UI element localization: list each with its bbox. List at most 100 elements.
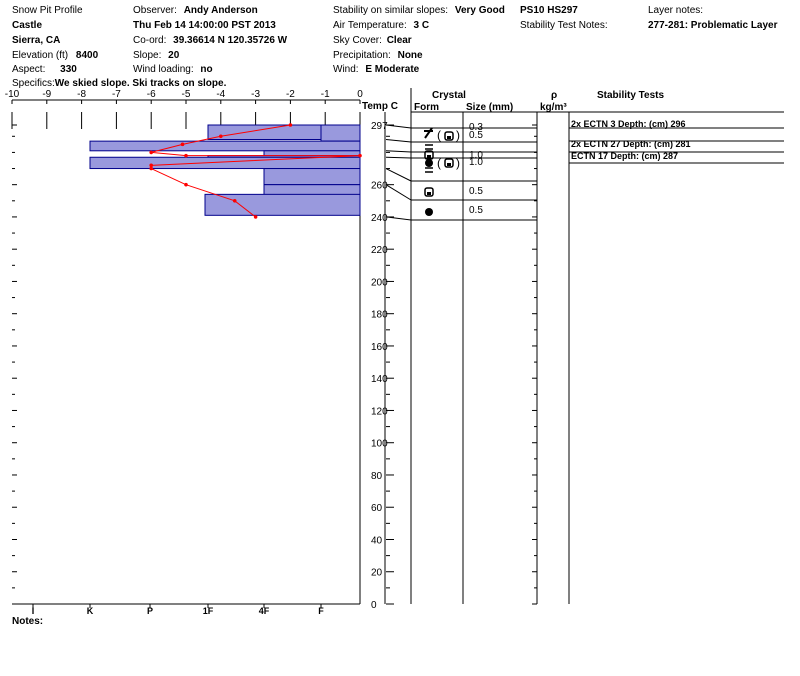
- observer-value: Andy Anderson: [183, 5, 258, 16]
- wind-label: Wind:: [333, 64, 359, 75]
- temperature-point: [149, 150, 153, 155]
- temperature-point: [184, 153, 188, 158]
- height-axis-tick-label: 40: [371, 535, 383, 546]
- crystal-size-value: 0.5: [469, 205, 483, 216]
- coordinates: Co-ord: 39.36614 N 120.35726 W: [133, 35, 287, 47]
- crystal-size-value: 0.5: [469, 186, 483, 197]
- wind-loading-label: Wind loading:: [133, 64, 194, 75]
- hardness-bar: [320, 124, 361, 142]
- rounded-grain-icon: [425, 208, 433, 216]
- aspect-value: 330: [60, 64, 77, 75]
- observer-label: Observer:: [133, 5, 177, 16]
- faceted-crystal-icon: [424, 187, 434, 197]
- wind-loading-value: no: [200, 64, 213, 75]
- elevation: Elevation (ft) 8400: [12, 50, 98, 62]
- pit-title: Snow Pit Profile: [12, 5, 83, 16]
- temperature-point: [358, 153, 362, 158]
- temp-axis-tick-label: -5: [182, 89, 191, 100]
- layer-connector: [385, 216, 412, 221]
- location: Castle: [12, 20, 43, 31]
- height-axis-tick-label: 240: [371, 213, 388, 224]
- hardness-bar: [263, 168, 361, 186]
- faceted-crystal-icon: [444, 131, 454, 141]
- crystal-size-value: 0.5: [469, 130, 483, 141]
- hardness-bar: [89, 140, 361, 152]
- layer-connector: [385, 124, 412, 129]
- sky-label: Sky Cover:: [333, 35, 382, 46]
- wind-loading: Wind loading: no: [133, 64, 213, 76]
- form-column-header: Form: [414, 102, 439, 113]
- air-temp-value: 3 C: [413, 20, 430, 31]
- precipitation: Precipitation: None: [333, 50, 423, 62]
- rho-column-header: ρ: [551, 90, 557, 101]
- sky-cover: Sky Cover: Clear: [333, 35, 412, 47]
- stability-value: Very Good: [454, 5, 505, 16]
- height-axis-tick-label: 180: [371, 310, 388, 321]
- temperature-point: [232, 199, 237, 203]
- temperature-point: [149, 166, 153, 171]
- paren-open-icon: (: [437, 128, 441, 142]
- layer-connector: [385, 150, 412, 153]
- slope-value: 20: [168, 50, 180, 61]
- faceted-crystal-icon: [444, 158, 454, 168]
- wind-value: E Moderate: [365, 64, 420, 75]
- crystal-size-value: 1.0: [469, 157, 483, 168]
- paren-close-icon: ): [456, 156, 460, 170]
- height-axis-tick-label: 160: [371, 342, 388, 353]
- layer-notes-label: Layer notes:: [648, 5, 704, 16]
- stability-similar: Stability on similar slopes: Very Good: [333, 5, 505, 17]
- slope-label: Slope:: [133, 50, 162, 61]
- temperature-point: [180, 142, 185, 147]
- ps-hs: PS10 HS297: [520, 5, 578, 16]
- rounded-grain-icon: [425, 159, 433, 167]
- height-axis-tick-label: 297: [371, 121, 388, 132]
- air-temperature: Air Temperature: 3 C: [333, 20, 429, 32]
- sky-value: Clear: [386, 35, 412, 46]
- temp-axis-tick-label: 0: [357, 89, 363, 100]
- temperature-point: [253, 215, 258, 219]
- temp-axis-tick-label: -10: [5, 89, 20, 100]
- precip-label: Precipitation:: [333, 50, 391, 61]
- hardness-axis-tick-label: 4F: [259, 606, 270, 616]
- elevation-value: 8400: [75, 50, 99, 61]
- faceted-crystal-icon-fill: [427, 155, 431, 158]
- hardness-axis-tick-label: F: [318, 606, 324, 616]
- density-unit-header: kg/m³: [540, 102, 567, 113]
- slope: Slope: 20: [133, 50, 179, 62]
- coord-label: Co-ord:: [133, 35, 167, 46]
- temp-axis-tick-label: -1: [321, 89, 330, 100]
- stability-test-notes-label: Stability Test Notes:: [520, 20, 608, 31]
- layer-notes-value: 277-281: Problematic Layer: [648, 20, 778, 31]
- temp-column-header: Temp C: [362, 101, 398, 112]
- wind: Wind: E Moderate: [333, 64, 419, 76]
- temp-axis-tick-label: -4: [216, 89, 225, 100]
- aspect-label: Aspect:: [12, 64, 46, 75]
- region: Sierra, CA: [12, 35, 61, 46]
- hardness-axis-tick-label: P: [147, 606, 153, 616]
- temp-axis-tick-label: -3: [251, 89, 260, 100]
- hardness-axis-tick-label: K: [87, 606, 94, 616]
- temp-axis-tick-label: -2: [286, 89, 295, 100]
- crystal-size-value: 1.0: [469, 150, 483, 161]
- layer-connector: [385, 139, 412, 143]
- crystal-column-header: Crystal: [432, 90, 466, 101]
- hardness-bar: [204, 193, 361, 216]
- faceted-crystal-icon-fill: [447, 136, 451, 139]
- temp-axis-tick-label: -6: [147, 89, 156, 100]
- height-axis-tick-label: 200: [371, 277, 388, 288]
- temperature-point: [149, 163, 153, 168]
- height-axis-tick-label: 100: [371, 439, 388, 450]
- layer-connector: [385, 168, 412, 182]
- height-axis-tick-label: 140: [371, 374, 388, 385]
- size-column-header: Size (mm): [466, 102, 513, 113]
- notes-label: Notes:: [12, 616, 43, 627]
- height-axis-tick-label: 80: [371, 471, 383, 482]
- datetime: Thu Feb 14 14:00:00 PST 2013: [133, 20, 276, 31]
- decomposing-precip-icon: [424, 127, 433, 139]
- temp-axis-tick-label: -7: [112, 89, 121, 100]
- hardness-axis-tick-label: 1F: [203, 606, 214, 616]
- height-axis-tick-label: 220: [371, 245, 388, 256]
- paren-open-icon: (: [437, 156, 441, 170]
- temp-axis-tick-label: -9: [42, 89, 51, 100]
